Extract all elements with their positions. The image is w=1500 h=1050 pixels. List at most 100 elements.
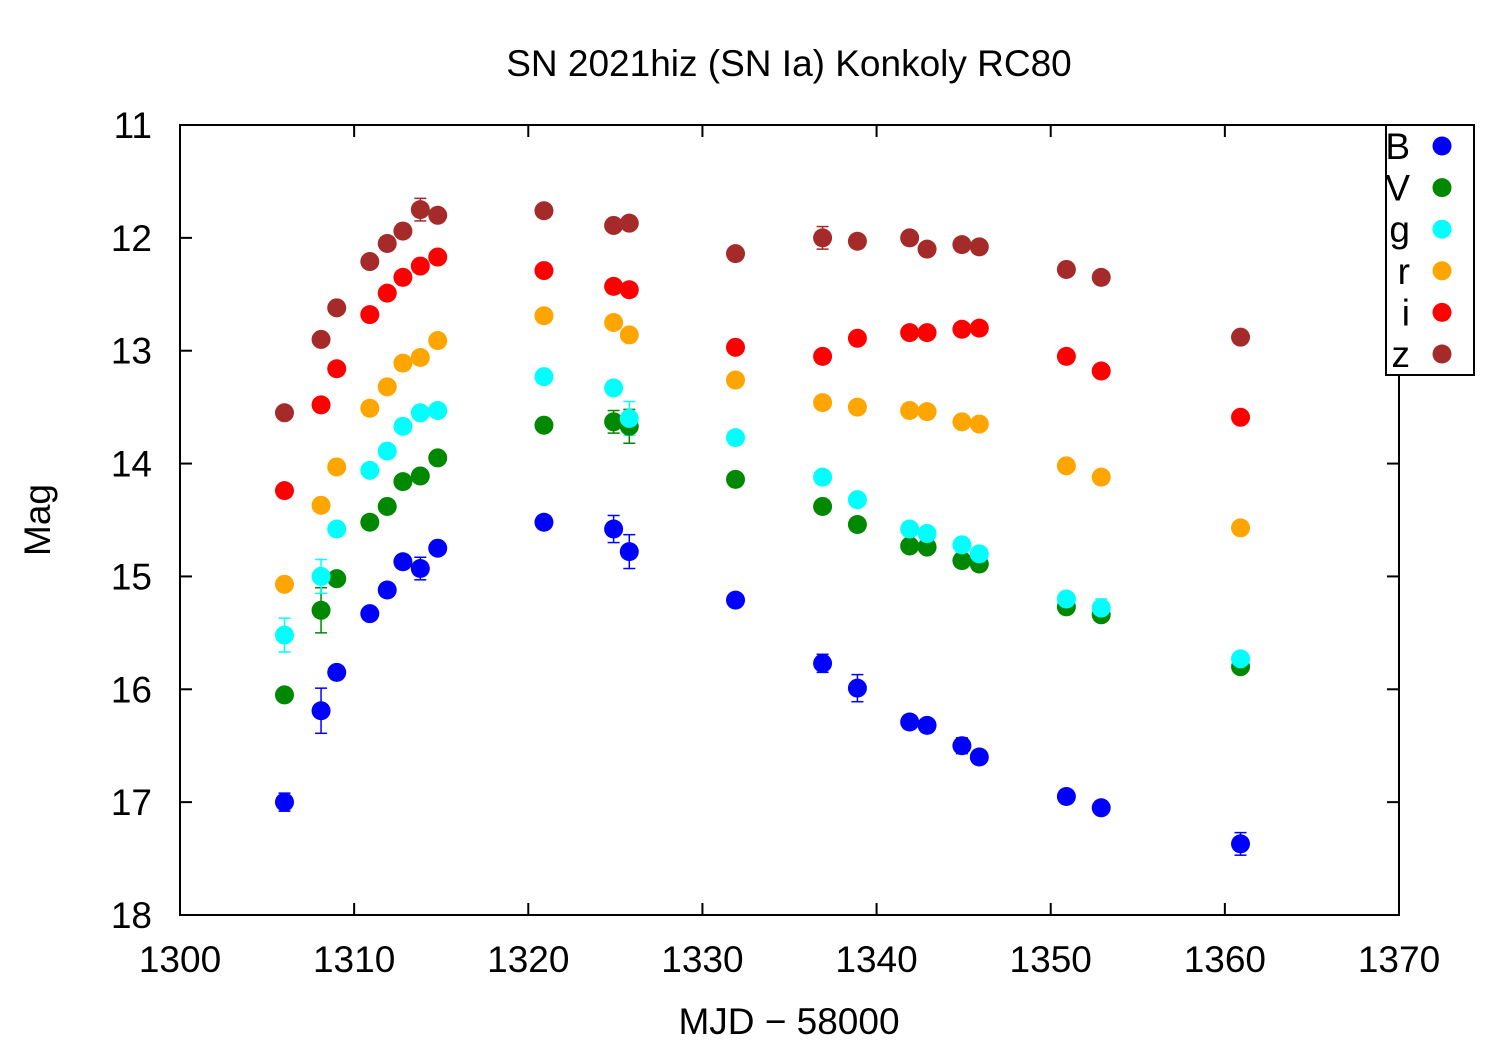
point-g bbox=[1091, 598, 1111, 618]
point-z bbox=[274, 403, 294, 423]
point-B bbox=[900, 712, 920, 732]
point-B bbox=[1056, 787, 1076, 806]
point-r bbox=[917, 402, 937, 422]
point-g bbox=[410, 403, 430, 423]
y-tick-label: 17 bbox=[111, 782, 152, 823]
x-axis-label: MJD − 58000 bbox=[678, 1001, 899, 1042]
point-B bbox=[410, 559, 430, 579]
point-B bbox=[952, 736, 972, 756]
point-g bbox=[360, 460, 380, 480]
legend-marker-V bbox=[1432, 178, 1452, 198]
point-B bbox=[726, 590, 746, 610]
point-g bbox=[847, 490, 867, 510]
point-i bbox=[847, 328, 867, 348]
data-points bbox=[274, 200, 1251, 854]
point-z bbox=[1231, 327, 1251, 347]
point-r bbox=[274, 574, 294, 594]
point-r bbox=[393, 353, 413, 373]
point-B bbox=[619, 542, 639, 562]
point-z bbox=[813, 228, 833, 248]
point-g bbox=[604, 378, 624, 398]
point-B bbox=[847, 678, 867, 698]
point-z bbox=[534, 201, 554, 221]
y-tick-label: 18 bbox=[111, 895, 152, 936]
point-z bbox=[428, 205, 448, 225]
point-B bbox=[428, 538, 448, 558]
axis-ticks: 1300 1310 1320 1330 1340 1350 1360 1370 11 12 13 14… bbox=[111, 105, 1440, 980]
legend-label-z: z bbox=[1392, 334, 1411, 375]
point-B bbox=[813, 653, 833, 673]
point-z bbox=[327, 298, 347, 318]
x-tick-label: 1360 bbox=[1184, 939, 1266, 980]
point-V bbox=[327, 569, 347, 589]
point-g bbox=[952, 535, 972, 555]
point-i bbox=[393, 267, 413, 287]
point-z bbox=[360, 252, 380, 272]
point-B bbox=[917, 715, 937, 735]
point-i bbox=[619, 280, 639, 300]
chart-title: SN 2021hiz (SN Ia) Konkoly RC80 bbox=[506, 43, 1072, 84]
point-i bbox=[311, 395, 331, 415]
point-V bbox=[534, 415, 554, 435]
x-tick-label: 1350 bbox=[1010, 939, 1092, 980]
point-z bbox=[604, 215, 624, 235]
point-r bbox=[952, 412, 972, 432]
point-z bbox=[917, 239, 937, 259]
point-z bbox=[1091, 267, 1111, 287]
point-i bbox=[813, 346, 833, 366]
point-i bbox=[1091, 361, 1111, 381]
point-B bbox=[393, 552, 413, 572]
point-i bbox=[428, 247, 448, 267]
point-B bbox=[311, 701, 331, 721]
y-tick-label: 13 bbox=[111, 331, 152, 372]
point-i bbox=[1231, 407, 1251, 427]
y-tick-label: 16 bbox=[111, 669, 152, 710]
legend-marker-g bbox=[1432, 219, 1452, 239]
point-i bbox=[604, 276, 624, 296]
point-g bbox=[311, 566, 331, 586]
point-V bbox=[393, 472, 413, 492]
point-g bbox=[726, 428, 746, 448]
point-g bbox=[377, 441, 397, 461]
point-z bbox=[952, 235, 972, 255]
point-B bbox=[360, 604, 380, 624]
x-tick-label: 1330 bbox=[661, 939, 743, 980]
point-V bbox=[428, 448, 448, 468]
point-B bbox=[534, 512, 554, 532]
point-B bbox=[377, 580, 397, 600]
point-V bbox=[847, 515, 867, 535]
point-i bbox=[327, 359, 347, 379]
point-V bbox=[311, 600, 331, 620]
point-V bbox=[604, 412, 624, 432]
point-V bbox=[274, 685, 294, 705]
point-g bbox=[917, 524, 937, 544]
point-i bbox=[377, 283, 397, 303]
point-i bbox=[410, 256, 430, 276]
point-r bbox=[619, 325, 639, 345]
point-g bbox=[393, 416, 413, 436]
point-i bbox=[969, 318, 989, 338]
point-V bbox=[900, 536, 920, 556]
point-r bbox=[377, 377, 397, 397]
legend-marker-z bbox=[1432, 344, 1452, 364]
point-g bbox=[1056, 589, 1076, 609]
legend-label-g: g bbox=[1389, 209, 1410, 250]
point-B bbox=[1231, 834, 1251, 854]
error-bars bbox=[278, 197, 1247, 856]
point-r bbox=[847, 397, 867, 417]
y-tick-label: 12 bbox=[111, 218, 152, 259]
point-V bbox=[726, 469, 746, 489]
point-B bbox=[969, 747, 989, 767]
plot-frame bbox=[179, 124, 1400, 916]
legend-marker-B bbox=[1432, 136, 1452, 156]
point-r bbox=[428, 331, 448, 351]
y-tick-label: 15 bbox=[111, 556, 152, 597]
point-g bbox=[428, 401, 448, 421]
y-tick-label: 14 bbox=[111, 444, 152, 485]
legend-marker-r bbox=[1432, 261, 1452, 281]
point-i bbox=[900, 323, 920, 343]
point-i bbox=[1056, 346, 1076, 366]
point-i bbox=[360, 305, 380, 325]
